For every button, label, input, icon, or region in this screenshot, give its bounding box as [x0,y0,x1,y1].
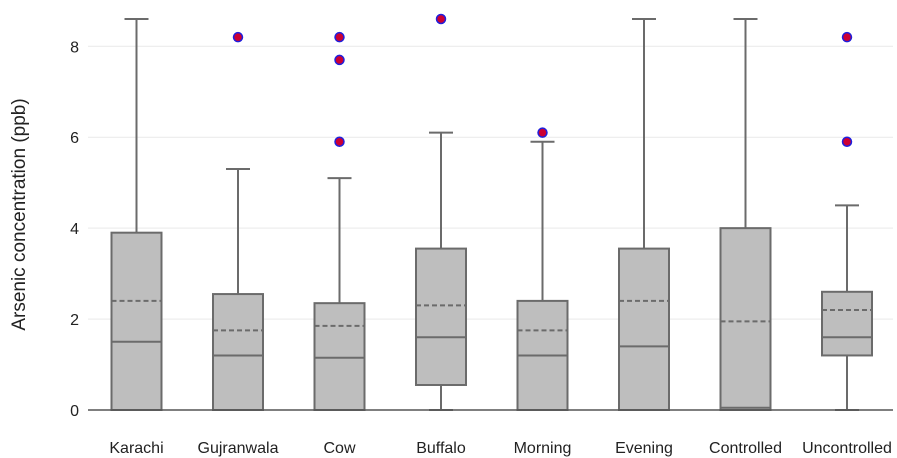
box-iqr [313,302,366,412]
box-controlled [719,18,772,411]
outlier-point [334,136,345,148]
y-tick-label: 0 [70,403,79,420]
box-evening [618,18,670,411]
box-iqr [618,247,670,411]
x-category-label: Karachi [109,440,163,457]
box-iqr [821,290,873,357]
box-iqr [110,231,163,411]
outlier-point [334,54,345,66]
outlier-point [841,31,853,43]
box-morning [516,127,569,412]
box-cow [313,31,366,412]
box-iqr [719,227,772,411]
box-series [110,13,873,412]
outlier-point [435,13,447,25]
outlier-point [232,31,244,43]
x-category-label: Buffalo [416,440,466,457]
y-tick-label: 6 [70,130,79,147]
outlier-point [841,136,853,148]
box-iqr [212,293,264,412]
box-iqr [415,247,467,386]
outlier-point [537,127,548,138]
x-category-label: Controlled [709,440,782,457]
outlier-point [334,31,345,43]
x-category-label: Cow [323,440,355,457]
y-tick-label: 2 [70,312,79,329]
x-axis-category-labels: Karachi Gujranwala Cow Buffalo Morning Evenin… [109,440,892,457]
grid-lines [88,45,893,320]
y-axis-title: Arsenic concentration (ppb) [9,98,30,330]
x-category-label: Uncontrolled [802,440,892,457]
x-category-label: Evening [615,440,673,457]
y-tick-label: 8 [70,39,79,56]
box-gujranwala [212,31,264,412]
y-tick-label: 4 [70,221,79,238]
box-karachi [110,18,163,411]
x-category-label: Gujranwala [198,440,279,457]
x-category-label: Morning [514,440,572,457]
box-buffalo [415,13,467,411]
y-axis-ticks: 0 2 4 6 8 [70,39,79,420]
box-uncontrolled [821,31,873,411]
